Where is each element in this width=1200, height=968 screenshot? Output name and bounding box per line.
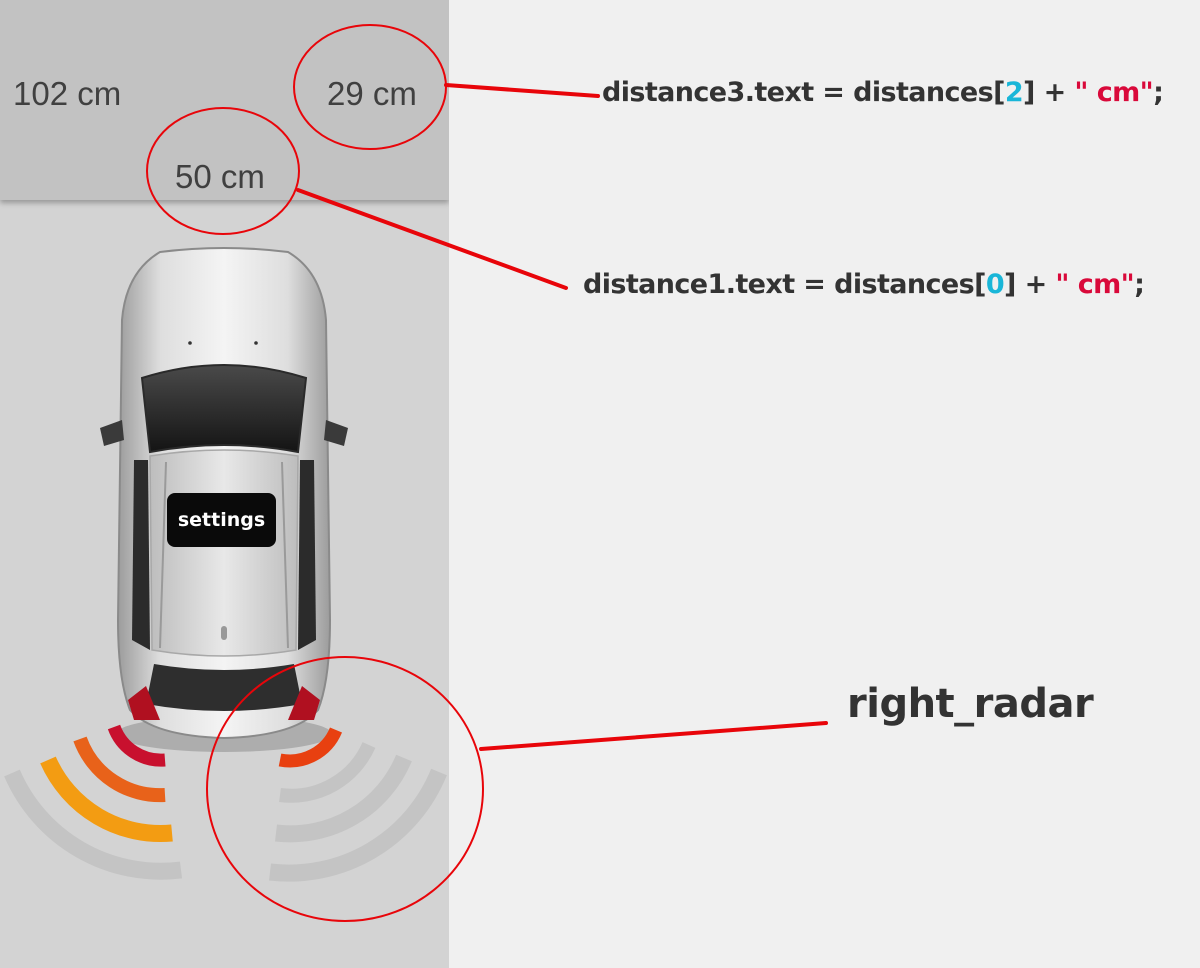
callouts <box>146 24 484 922</box>
code-index: 0 <box>985 269 1005 300</box>
right-radar-highlight <box>206 656 484 922</box>
code-string: " cm" <box>1055 269 1135 300</box>
right-radar <box>269 727 447 882</box>
code-index: 2 <box>1004 77 1024 108</box>
distance3-label: 29 cm <box>327 75 417 112</box>
obstacle-wall <box>0 0 449 200</box>
left-radar <box>4 724 183 880</box>
distance1-code-annotation: distance1.text = distances[0] + " cm"; <box>583 269 1145 300</box>
code-text: ; <box>1134 269 1145 300</box>
code-text: distance1.text = distances[ <box>583 269 986 300</box>
distance1-label: 50 cm <box>175 158 265 195</box>
code-text: ] + <box>1004 269 1056 300</box>
code-text: ; <box>1153 77 1164 108</box>
code-text: ] + <box>1023 77 1075 108</box>
right-radar-label: right_radar <box>847 681 1094 727</box>
distance1-highlight <box>146 107 300 235</box>
callout-lines <box>296 83 828 751</box>
distance3-code-annotation: distance3.text = distances[2] + " cm"; <box>602 77 1164 108</box>
settings-button[interactable]: settings <box>167 493 276 547</box>
distance2-label: 102 cm <box>13 75 122 112</box>
code-string: " cm" <box>1074 77 1154 108</box>
code-text: distance3.text = distances[ <box>602 77 1005 108</box>
